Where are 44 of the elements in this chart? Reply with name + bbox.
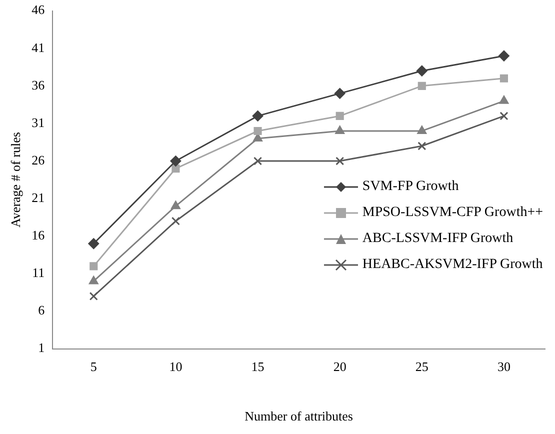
x-tick-label: 10 [169, 359, 182, 374]
point [171, 216, 180, 226]
point [90, 262, 98, 270]
y-axis-title: Average # of rules [8, 132, 24, 228]
legend-label: ABC-LSSVM-IFP Growth [362, 231, 514, 247]
point [499, 95, 509, 104]
legend-label: HEABC-AKSVM2-IFP Growth [362, 257, 543, 273]
point [417, 125, 427, 134]
point [500, 74, 508, 82]
y-tick-label: 26 [32, 152, 46, 168]
y-tick-label: 1 [38, 340, 45, 356]
x-axis-title: Number of attributes [244, 408, 353, 424]
y-tick-label: 6 [38, 302, 46, 318]
point [88, 238, 100, 250]
point [88, 276, 98, 284]
point [334, 88, 346, 99]
y-tick-label: 36 [32, 77, 46, 92]
x-tick-label: 25 [415, 359, 428, 374]
point [336, 112, 344, 120]
point [170, 200, 181, 210]
point [252, 110, 264, 122]
y-tick-label: 11 [32, 265, 45, 280]
point [500, 112, 508, 120]
point [418, 82, 426, 90]
point [416, 65, 428, 76]
point [253, 156, 262, 166]
point [418, 142, 426, 150]
x-tick-label: 20 [333, 359, 346, 374]
point [498, 50, 510, 62]
x-tick-label: 5 [90, 359, 97, 374]
y-tick-label: 41 [32, 40, 45, 55]
x-tick-label: 30 [497, 359, 510, 374]
point [170, 156, 182, 167]
y-tick-label: 46 [32, 2, 46, 18]
y-tick-label: 21 [32, 190, 45, 205]
point [335, 125, 345, 134]
y-tick-label: 31 [32, 114, 45, 130]
point [336, 156, 344, 166]
x-tick-label: 15 [251, 359, 264, 374]
legend-label: MPSO-LSSVM-CFP Growth++ [362, 205, 543, 221]
point [254, 126, 262, 136]
legend-label: SVM-FP Growth [362, 179, 459, 195]
point [89, 292, 98, 301]
y-tick-label: 16 [32, 228, 46, 243]
